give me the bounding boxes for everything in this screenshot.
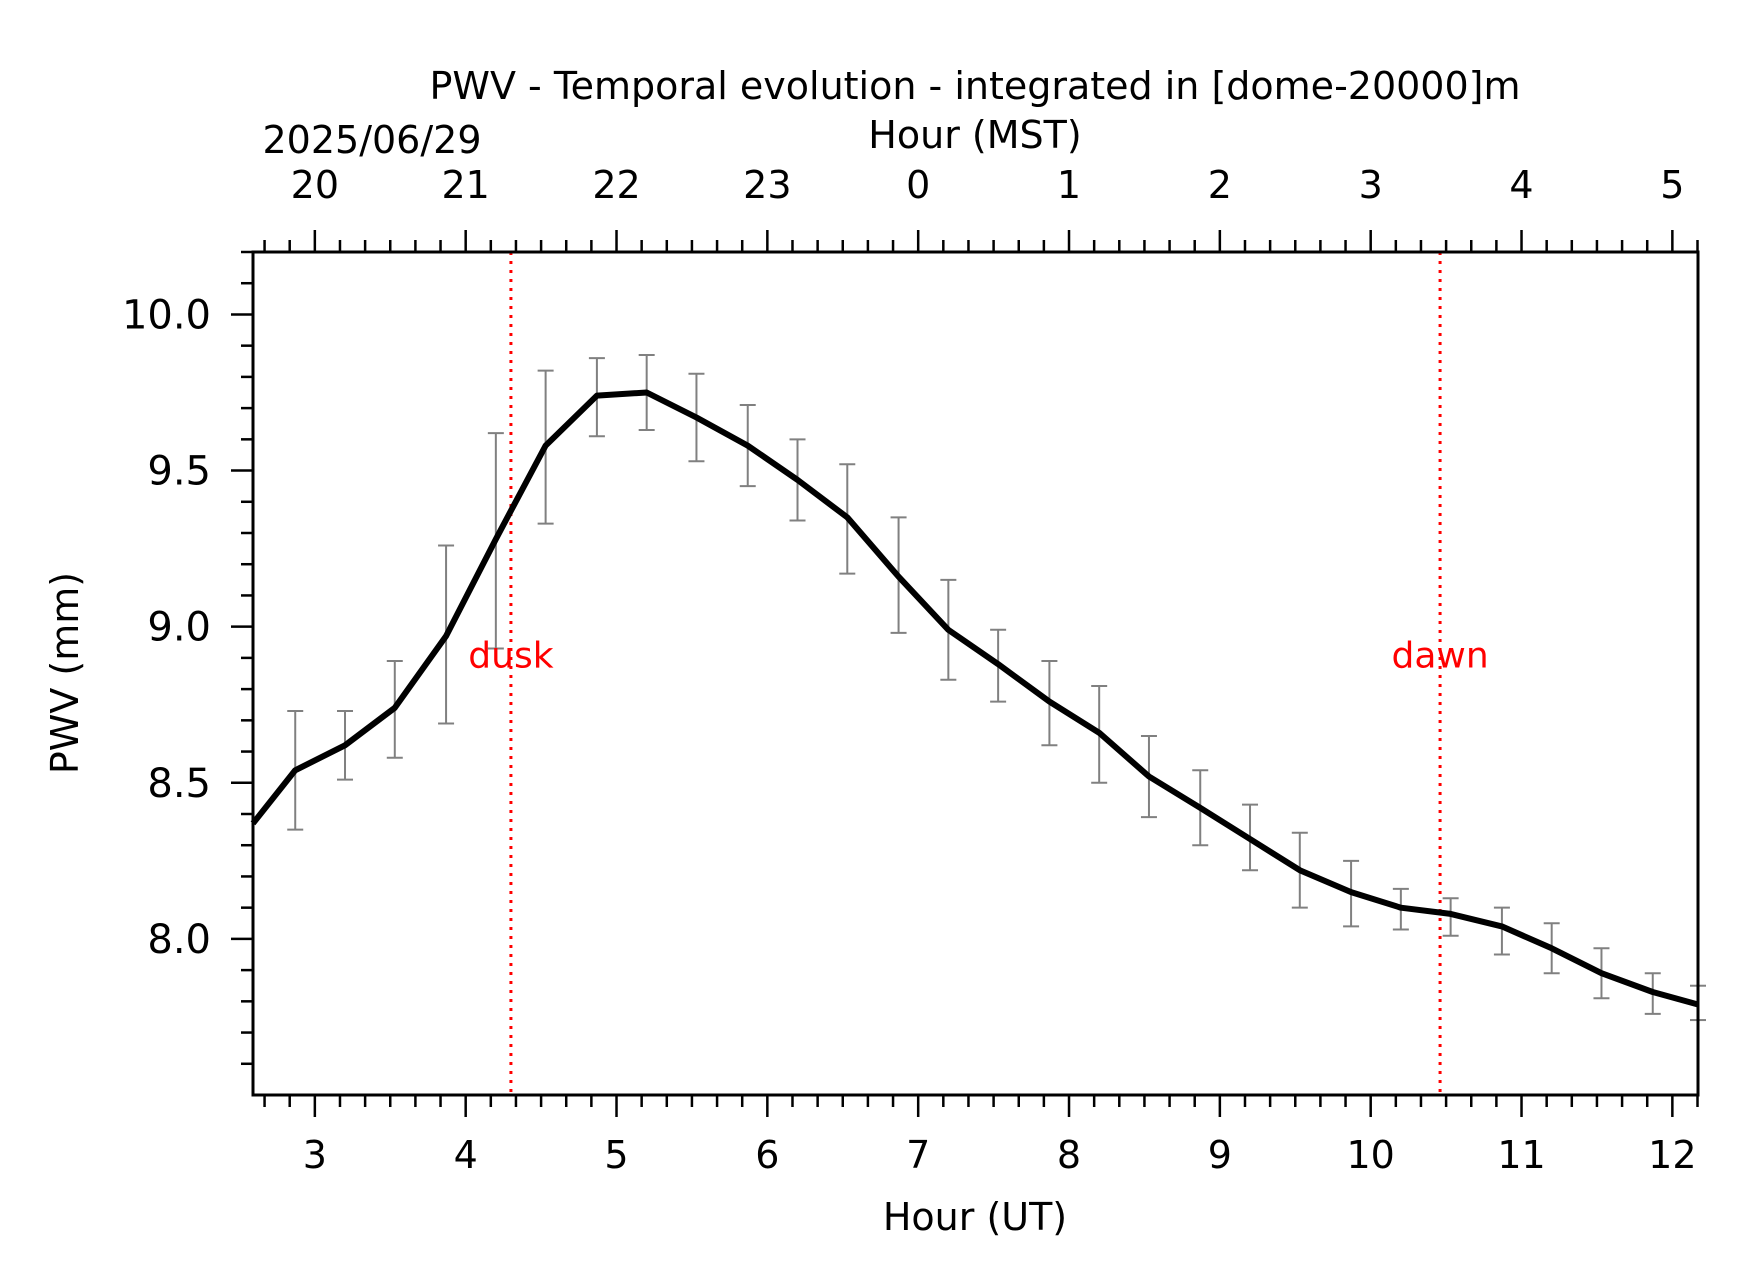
dawn-label: dawn [1391, 635, 1488, 676]
x-tick-label: 10 [1347, 1133, 1395, 1177]
x-tick-label: 12 [1648, 1133, 1696, 1177]
dusk-label: dusk [468, 635, 553, 676]
y-tick-label: 8.5 [147, 761, 211, 807]
error-bar [1442, 897, 1459, 937]
y-tick-label: 9.5 [147, 449, 211, 495]
y-tick-label: 9.0 [147, 605, 211, 651]
annotations: dusk dawn [468, 635, 1488, 676]
top-x-tick-label: 3 [1359, 163, 1383, 207]
y-tick-label: 10.0 [122, 292, 211, 338]
top-x-tick-label: 0 [906, 163, 930, 207]
chart-title: PWV - Temporal evolution - integrated in… [429, 64, 1520, 108]
tick-labels: 3 20 4 21 5 22 6 23 7 0 8 1 9 2 10 3 11 4 12 5 8.0 8.5 9.0 9.5 1… [122, 163, 1697, 1177]
axis-ticks [231, 230, 1699, 1117]
x-tick-label: 9 [1208, 1133, 1232, 1177]
x-tick-label: 4 [454, 1133, 478, 1177]
x-tick-label: 5 [604, 1133, 628, 1177]
top-x-tick-label: 23 [743, 163, 791, 207]
x-tick-label: 6 [755, 1133, 779, 1177]
twilight-lines [509, 252, 1442, 1095]
error-bar [1493, 906, 1510, 956]
top-x-tick-label: 4 [1509, 163, 1533, 207]
y-axis-label: PWV (mm) [43, 572, 87, 774]
series-layer [250, 389, 1699, 1008]
plot-frame [251, 250, 1700, 1097]
x-tick-label: 11 [1497, 1133, 1545, 1177]
top-x-tick-label: 5 [1660, 163, 1684, 207]
series-line [250, 389, 1699, 1008]
top-x-tick-label: 2 [1208, 163, 1232, 207]
top-x-tick-label: 22 [592, 163, 640, 207]
x-axis-label: Hour (UT) [883, 1195, 1067, 1239]
x-tick-label: 8 [1057, 1133, 1081, 1177]
top-x-tick-label: 20 [291, 163, 339, 207]
y-tick-label: 8.0 [147, 917, 211, 963]
series-pwv [250, 389, 1699, 1008]
x-tick-label: 3 [303, 1133, 327, 1177]
top-x-axis-label: Hour (MST) [868, 113, 1081, 157]
top-x-tick-label: 1 [1057, 163, 1081, 207]
top-date-label: 2025/06/29 [262, 118, 481, 162]
x-tick-label: 7 [906, 1133, 930, 1177]
top-x-tick-label: 21 [441, 163, 489, 207]
